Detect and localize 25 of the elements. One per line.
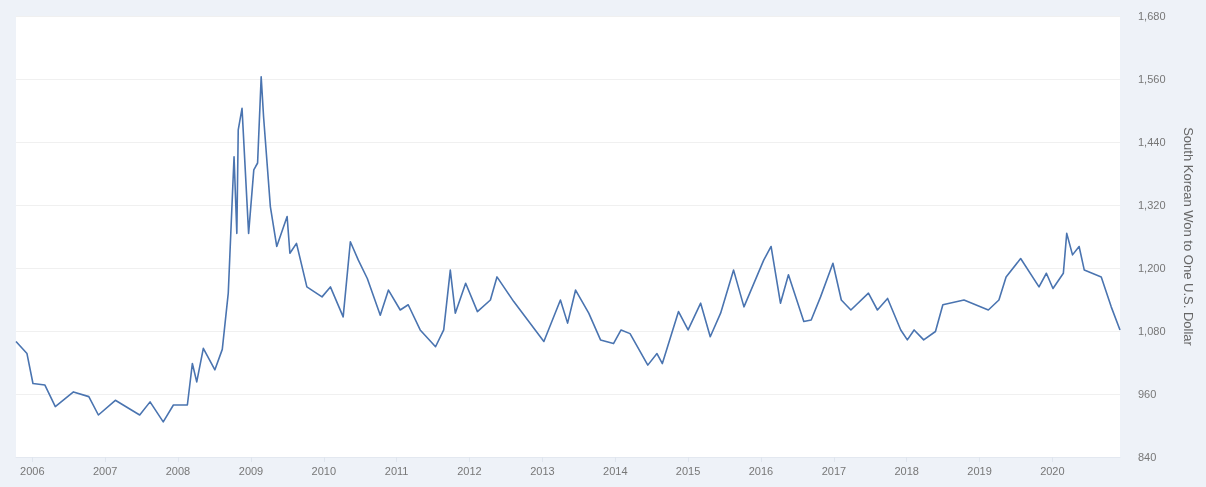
x-tick-label: 2011 bbox=[384, 464, 409, 477]
y2-tick-label: 1,680 bbox=[1138, 10, 1166, 22]
x-tick-label: 2009 bbox=[238, 464, 264, 477]
x-tick-label: 2007 bbox=[92, 464, 118, 477]
x-tick-label: 2010 bbox=[311, 464, 337, 477]
x-tick-label: 2012 bbox=[457, 464, 482, 477]
x-tick-label: 2013 bbox=[530, 464, 555, 477]
x-tick-label: 2015 bbox=[675, 464, 701, 477]
y2-tick-label: 1,080 bbox=[1138, 325, 1166, 337]
x-tick-label: 2006 bbox=[20, 464, 45, 477]
x-tick-label: 2008 bbox=[165, 464, 191, 477]
x-tick-label: 2016 bbox=[748, 464, 774, 477]
y2-tick-label: 1,560 bbox=[1138, 73, 1166, 85]
y2-tick-label: 1,320 bbox=[1138, 199, 1166, 211]
line-series bbox=[15, 76, 1121, 423]
x-tick-label: 2020 bbox=[1040, 464, 1065, 477]
y2-tick-label: 960 bbox=[1138, 388, 1157, 400]
y2-tick-label: 1,440 bbox=[1138, 136, 1166, 148]
x-tick-label: 2019 bbox=[967, 464, 992, 477]
y2-tick-label: 840 bbox=[1138, 451, 1157, 463]
y2-tick-label: 1,200 bbox=[1138, 262, 1166, 274]
y2-axis-title: South Korean Won to One U.S. Dollar bbox=[1181, 127, 1196, 347]
x-tick-label: 2018 bbox=[894, 464, 919, 477]
x-tick-label: 2017 bbox=[821, 464, 847, 477]
x-tick-label: 2014 bbox=[603, 464, 628, 477]
